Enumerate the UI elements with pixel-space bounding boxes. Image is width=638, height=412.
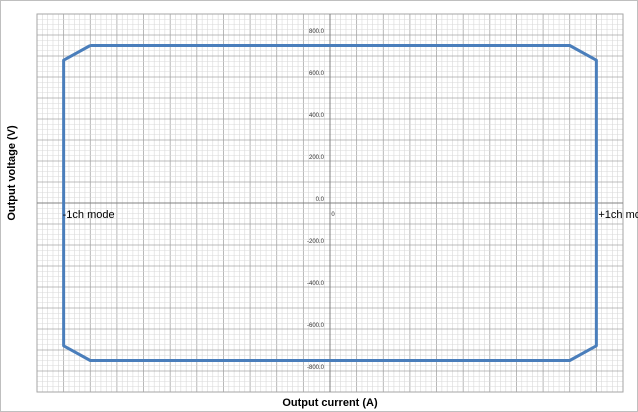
y-tick-label: -600.0 [307,323,325,329]
y-tick-label: -200.0 [307,239,325,245]
x-axis-title: Output current (A) [282,397,378,409]
mode-annotations: -1ch mode +1ch mode [63,209,638,221]
x-tick-label-zero: 0 [331,212,335,218]
annotation-minus-1ch-mode: -1ch mode [63,209,115,221]
y-tick-label: 800.0 [309,29,325,35]
y-axis-title: Output voltage (V) [6,125,18,221]
y-tick-label: 600.0 [309,71,325,77]
y-tick-label: 200.0 [309,155,325,161]
y-tick-label: 0.0 [316,197,325,203]
series-line [62,44,598,362]
y-tick-label: -800.0 [307,365,325,371]
y-tick-label: -400.0 [307,281,325,287]
y-tick-label: 400.0 [309,113,325,119]
annotation-plus-1ch-mode: +1ch mode [598,209,638,221]
y-tick-labels: 800.0 600.0 400.0 200.0 0.0 -200.0 -400.0 -600.… [307,29,325,371]
